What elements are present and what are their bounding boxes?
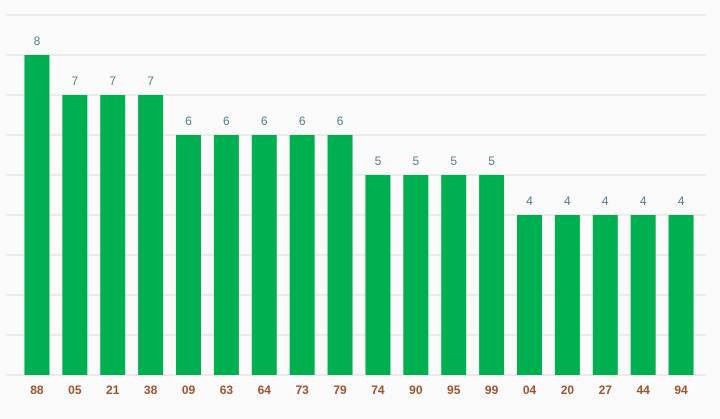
data-label: 8 — [34, 34, 41, 48]
bar — [403, 175, 429, 375]
x-tick-label: 04 — [523, 383, 537, 397]
data-label: 5 — [488, 154, 495, 168]
x-tick-label: 74 — [371, 383, 385, 397]
bar — [441, 175, 467, 375]
bar — [251, 135, 277, 375]
data-label: 7 — [147, 74, 154, 88]
data-label: 5 — [375, 154, 382, 168]
x-tick-label: 44 — [636, 383, 650, 397]
x-tick-label: 21 — [106, 383, 120, 397]
x-tick-label: 27 — [599, 383, 613, 397]
bar — [517, 215, 542, 375]
data-label: 6 — [223, 114, 230, 128]
bar — [62, 95, 88, 375]
data-label: 5 — [450, 154, 457, 168]
bar — [592, 215, 618, 375]
data-label: 6 — [185, 114, 192, 128]
bar — [668, 215, 694, 375]
data-label: 4 — [602, 194, 609, 208]
x-tick-label: 88 — [30, 383, 44, 397]
data-label: 4 — [678, 194, 685, 208]
x-tick-label: 64 — [258, 383, 272, 397]
bar — [289, 135, 315, 375]
bar — [213, 135, 239, 375]
x-tick-label: 90 — [409, 383, 423, 397]
data-label: 6 — [261, 114, 268, 128]
bar — [327, 135, 353, 375]
x-tick-label: 38 — [144, 383, 158, 397]
x-tick-label: 63 — [220, 383, 234, 397]
x-tick-label: 79 — [333, 383, 347, 397]
data-label: 4 — [526, 194, 533, 208]
data-label: 7 — [71, 74, 78, 88]
x-tick-label: 73 — [295, 383, 309, 397]
data-label: 6 — [299, 114, 306, 128]
bar — [138, 95, 164, 375]
x-tick-label: 95 — [447, 383, 461, 397]
data-label: 6 — [337, 114, 344, 128]
x-tick-label: 20 — [561, 383, 575, 397]
bar — [365, 175, 391, 375]
bar — [479, 175, 505, 375]
x-tick-label: 99 — [485, 383, 499, 397]
data-label: 4 — [640, 194, 647, 208]
bar — [176, 135, 201, 375]
bar — [100, 95, 126, 375]
data-label: 5 — [412, 154, 419, 168]
bar — [554, 215, 580, 375]
bar — [24, 55, 50, 375]
x-tick-label: 05 — [68, 383, 82, 397]
data-label: 4 — [564, 194, 571, 208]
x-tick-label: 94 — [674, 383, 688, 397]
data-label: 7 — [109, 74, 116, 88]
x-tick-label: 09 — [182, 383, 196, 397]
bar — [630, 215, 656, 375]
